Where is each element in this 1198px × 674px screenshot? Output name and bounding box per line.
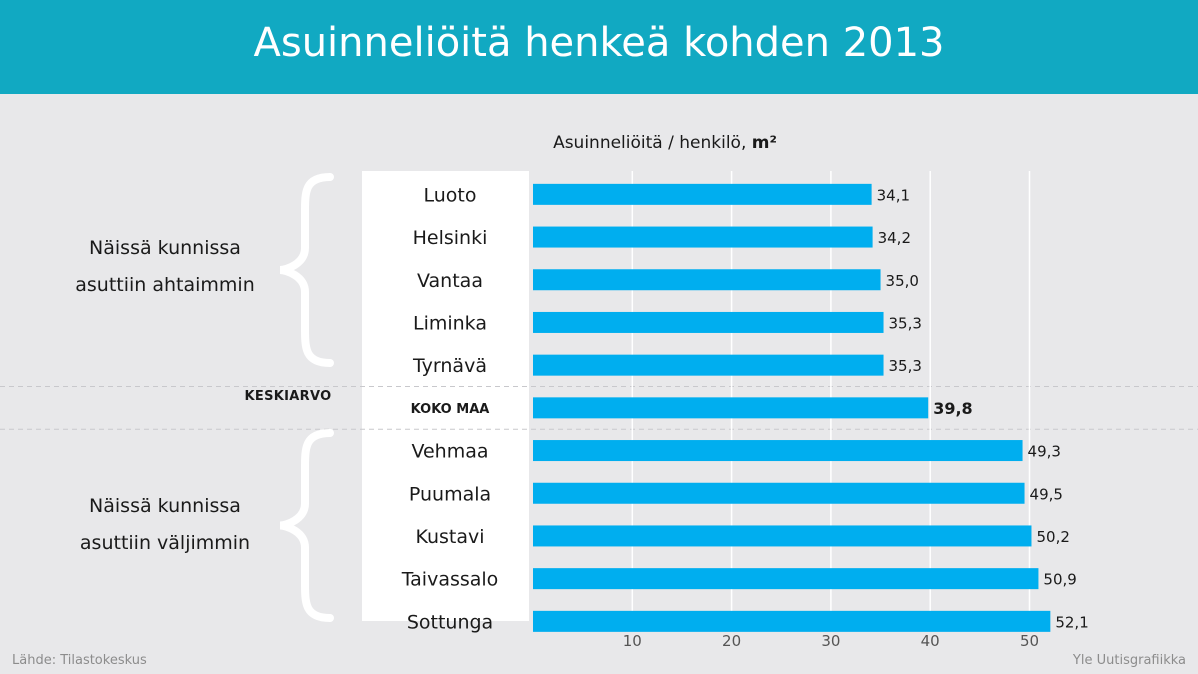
x-tick-label: 20 (722, 632, 741, 650)
bar (533, 397, 929, 419)
x-tick-label: 30 (821, 632, 840, 650)
group-label-line: asuttiin väljimmin (79, 532, 251, 554)
category-label: Sottunga (407, 611, 493, 633)
value-label: 49,5 (1030, 485, 1063, 503)
title-banner: Asuinneliöitä henkeä kohden 2013 (0, 0, 1198, 94)
bar (533, 354, 884, 376)
value-label: 50,2 (1036, 528, 1069, 546)
x-axis-title-text: Asuinneliöitä / henkilö, (553, 133, 752, 153)
category-label: Vehmaa (411, 441, 488, 463)
value-label: 39,8 (933, 399, 972, 418)
page-title: Asuinneliöitä henkeä kohden 2013 (253, 20, 945, 66)
group-label-line: asuttiin ahtaimmin (75, 274, 255, 296)
group-label-narrowest: Näissä kunnissa asuttiin ahtaimmin (35, 230, 295, 304)
group-label-widest: Näissä kunnissa asuttiin väljimmin (35, 488, 295, 562)
brace-widest (279, 429, 334, 622)
category-label: Tyrnävä (412, 355, 487, 377)
category-label: Kustavi (415, 526, 484, 548)
category-label: Puumala (409, 483, 491, 505)
x-tick-label: 50 (1020, 632, 1039, 650)
group-label-line: Näissä kunnissa (89, 237, 241, 259)
x-tick-label: 40 (921, 632, 940, 650)
average-group-label: KESKIARVO (244, 389, 332, 404)
x-tick-label: 10 (623, 632, 642, 650)
category-label: Helsinki (413, 227, 488, 249)
bar (533, 610, 1051, 632)
bar (533, 311, 884, 333)
value-label: 49,3 (1028, 443, 1061, 461)
category-label-panel (362, 171, 529, 621)
bar (533, 269, 881, 291)
source-note: Lähde: Tilastokeskus (12, 653, 147, 668)
value-label: 34,1 (877, 186, 910, 204)
credit-note: Yle Uutisgrafiikka (1072, 653, 1186, 668)
bar (533, 525, 1032, 547)
value-label: 35,0 (886, 272, 919, 290)
bar (533, 226, 873, 248)
x-axis-unit: m² (752, 133, 777, 153)
bar (533, 568, 1039, 590)
category-label: Vantaa (417, 270, 483, 292)
value-label: 35,3 (889, 357, 922, 375)
bar (533, 482, 1025, 504)
bar (533, 183, 872, 205)
value-label: 50,9 (1043, 571, 1076, 589)
brace-narrowest (279, 173, 334, 367)
value-label: 35,3 (889, 314, 922, 332)
category-label: Taivassalo (401, 569, 499, 591)
value-label: 52,1 (1055, 613, 1088, 631)
category-label: Luoto (424, 184, 477, 206)
category-label: KOKO MAA (411, 402, 490, 417)
group-label-line: Näissä kunnissa (89, 495, 241, 517)
x-axis-title: Asuinneliöitä / henkilö, m² (553, 133, 777, 153)
category-label: Liminka (413, 312, 487, 334)
bar (533, 440, 1023, 462)
value-label: 34,2 (878, 229, 911, 247)
